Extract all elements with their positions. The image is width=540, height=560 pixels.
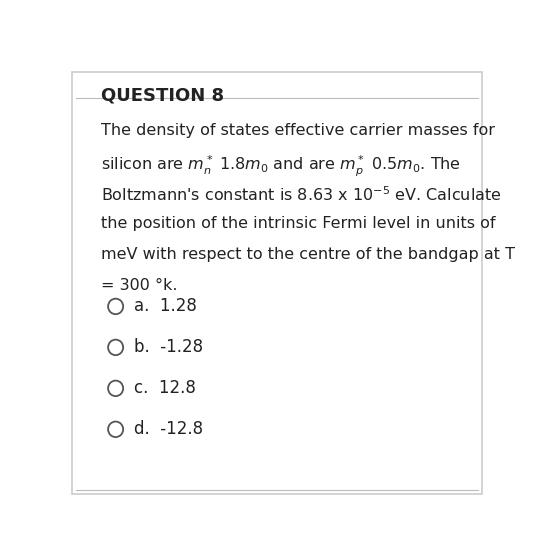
Text: QUESTION 8: QUESTION 8	[101, 87, 224, 105]
Text: c.  12.8: c. 12.8	[133, 379, 195, 398]
Text: = 300 °k.: = 300 °k.	[101, 278, 178, 293]
Text: b.  -1.28: b. -1.28	[133, 338, 202, 356]
Text: d.  -12.8: d. -12.8	[133, 421, 202, 438]
Text: a.  1.28: a. 1.28	[133, 297, 197, 315]
Text: The density of states effective carrier masses for: The density of states effective carrier …	[101, 123, 495, 138]
Text: meV with respect to the centre of the bandgap at T: meV with respect to the centre of the ba…	[101, 248, 515, 263]
Text: the position of the intrinsic Fermi level in units of: the position of the intrinsic Fermi leve…	[101, 216, 496, 231]
Text: Boltzmann's constant is 8.63 x 10$^{-5}$ eV. Calculate: Boltzmann's constant is 8.63 x 10$^{-5}$…	[101, 185, 502, 204]
FancyBboxPatch shape	[72, 72, 482, 494]
Text: silicon are $m_n^*$ 1.8$m_0$ and are $m_p^*$ 0.5$m_0$. The: silicon are $m_n^*$ 1.8$m_0$ and are $m_…	[101, 155, 461, 179]
